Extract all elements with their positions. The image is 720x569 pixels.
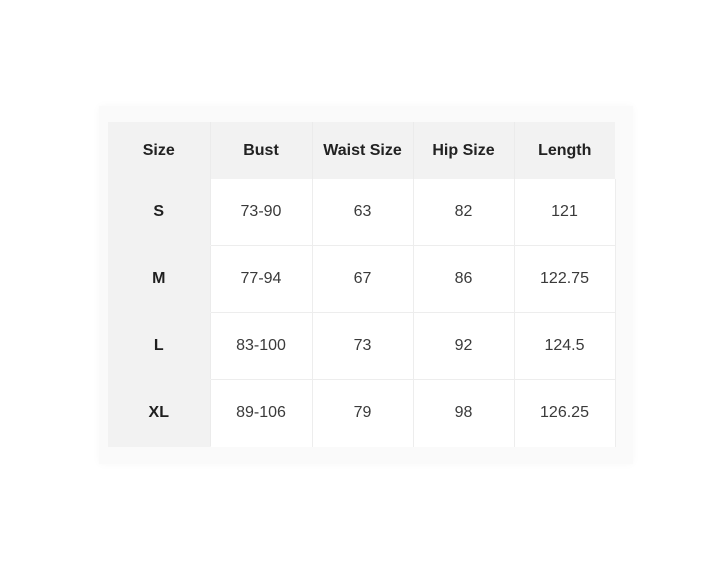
length-cell: 124.5 bbox=[514, 312, 616, 380]
waist-cell: 63 bbox=[312, 179, 414, 246]
table-row: S 73-90 63 82 121 bbox=[108, 179, 616, 246]
size-label: M bbox=[108, 245, 211, 313]
waist-cell: 79 bbox=[312, 379, 414, 447]
hip-cell: 82 bbox=[413, 179, 515, 246]
table-row: XL 89-106 79 98 126.25 bbox=[108, 379, 616, 447]
size-chart-table: Size Bust Waist Size Hip Size Length S 7… bbox=[108, 122, 616, 447]
table-body: S 73-90 63 82 121 M 77-94 67 86 122.75 L… bbox=[108, 179, 616, 447]
length-cell: 126.25 bbox=[514, 379, 616, 447]
header-waist-size: Waist Size bbox=[312, 122, 414, 179]
bust-cell: 77-94 bbox=[210, 245, 313, 313]
length-cell: 122.75 bbox=[514, 245, 616, 313]
table-header: Size Bust Waist Size Hip Size Length bbox=[108, 122, 615, 179]
header-hip-size: Hip Size bbox=[413, 122, 515, 179]
size-label: XL bbox=[108, 379, 211, 447]
size-label: L bbox=[108, 312, 211, 380]
bust-cell: 73-90 bbox=[210, 179, 313, 246]
header-size: Size bbox=[108, 122, 211, 179]
header-length: Length bbox=[514, 122, 615, 179]
header-row: Size Bust Waist Size Hip Size Length bbox=[108, 122, 615, 179]
table-row: M 77-94 67 86 122.75 bbox=[108, 245, 616, 313]
hip-cell: 98 bbox=[413, 379, 515, 447]
table-row: L 83-100 73 92 124.5 bbox=[108, 312, 616, 380]
length-cell: 121 bbox=[514, 179, 616, 246]
size-label: S bbox=[108, 179, 211, 246]
waist-cell: 67 bbox=[312, 245, 414, 313]
header-bust: Bust bbox=[210, 122, 313, 179]
hip-cell: 92 bbox=[413, 312, 515, 380]
bust-cell: 83-100 bbox=[210, 312, 313, 380]
waist-cell: 73 bbox=[312, 312, 414, 380]
bust-cell: 89-106 bbox=[210, 379, 313, 447]
hip-cell: 86 bbox=[413, 245, 515, 313]
